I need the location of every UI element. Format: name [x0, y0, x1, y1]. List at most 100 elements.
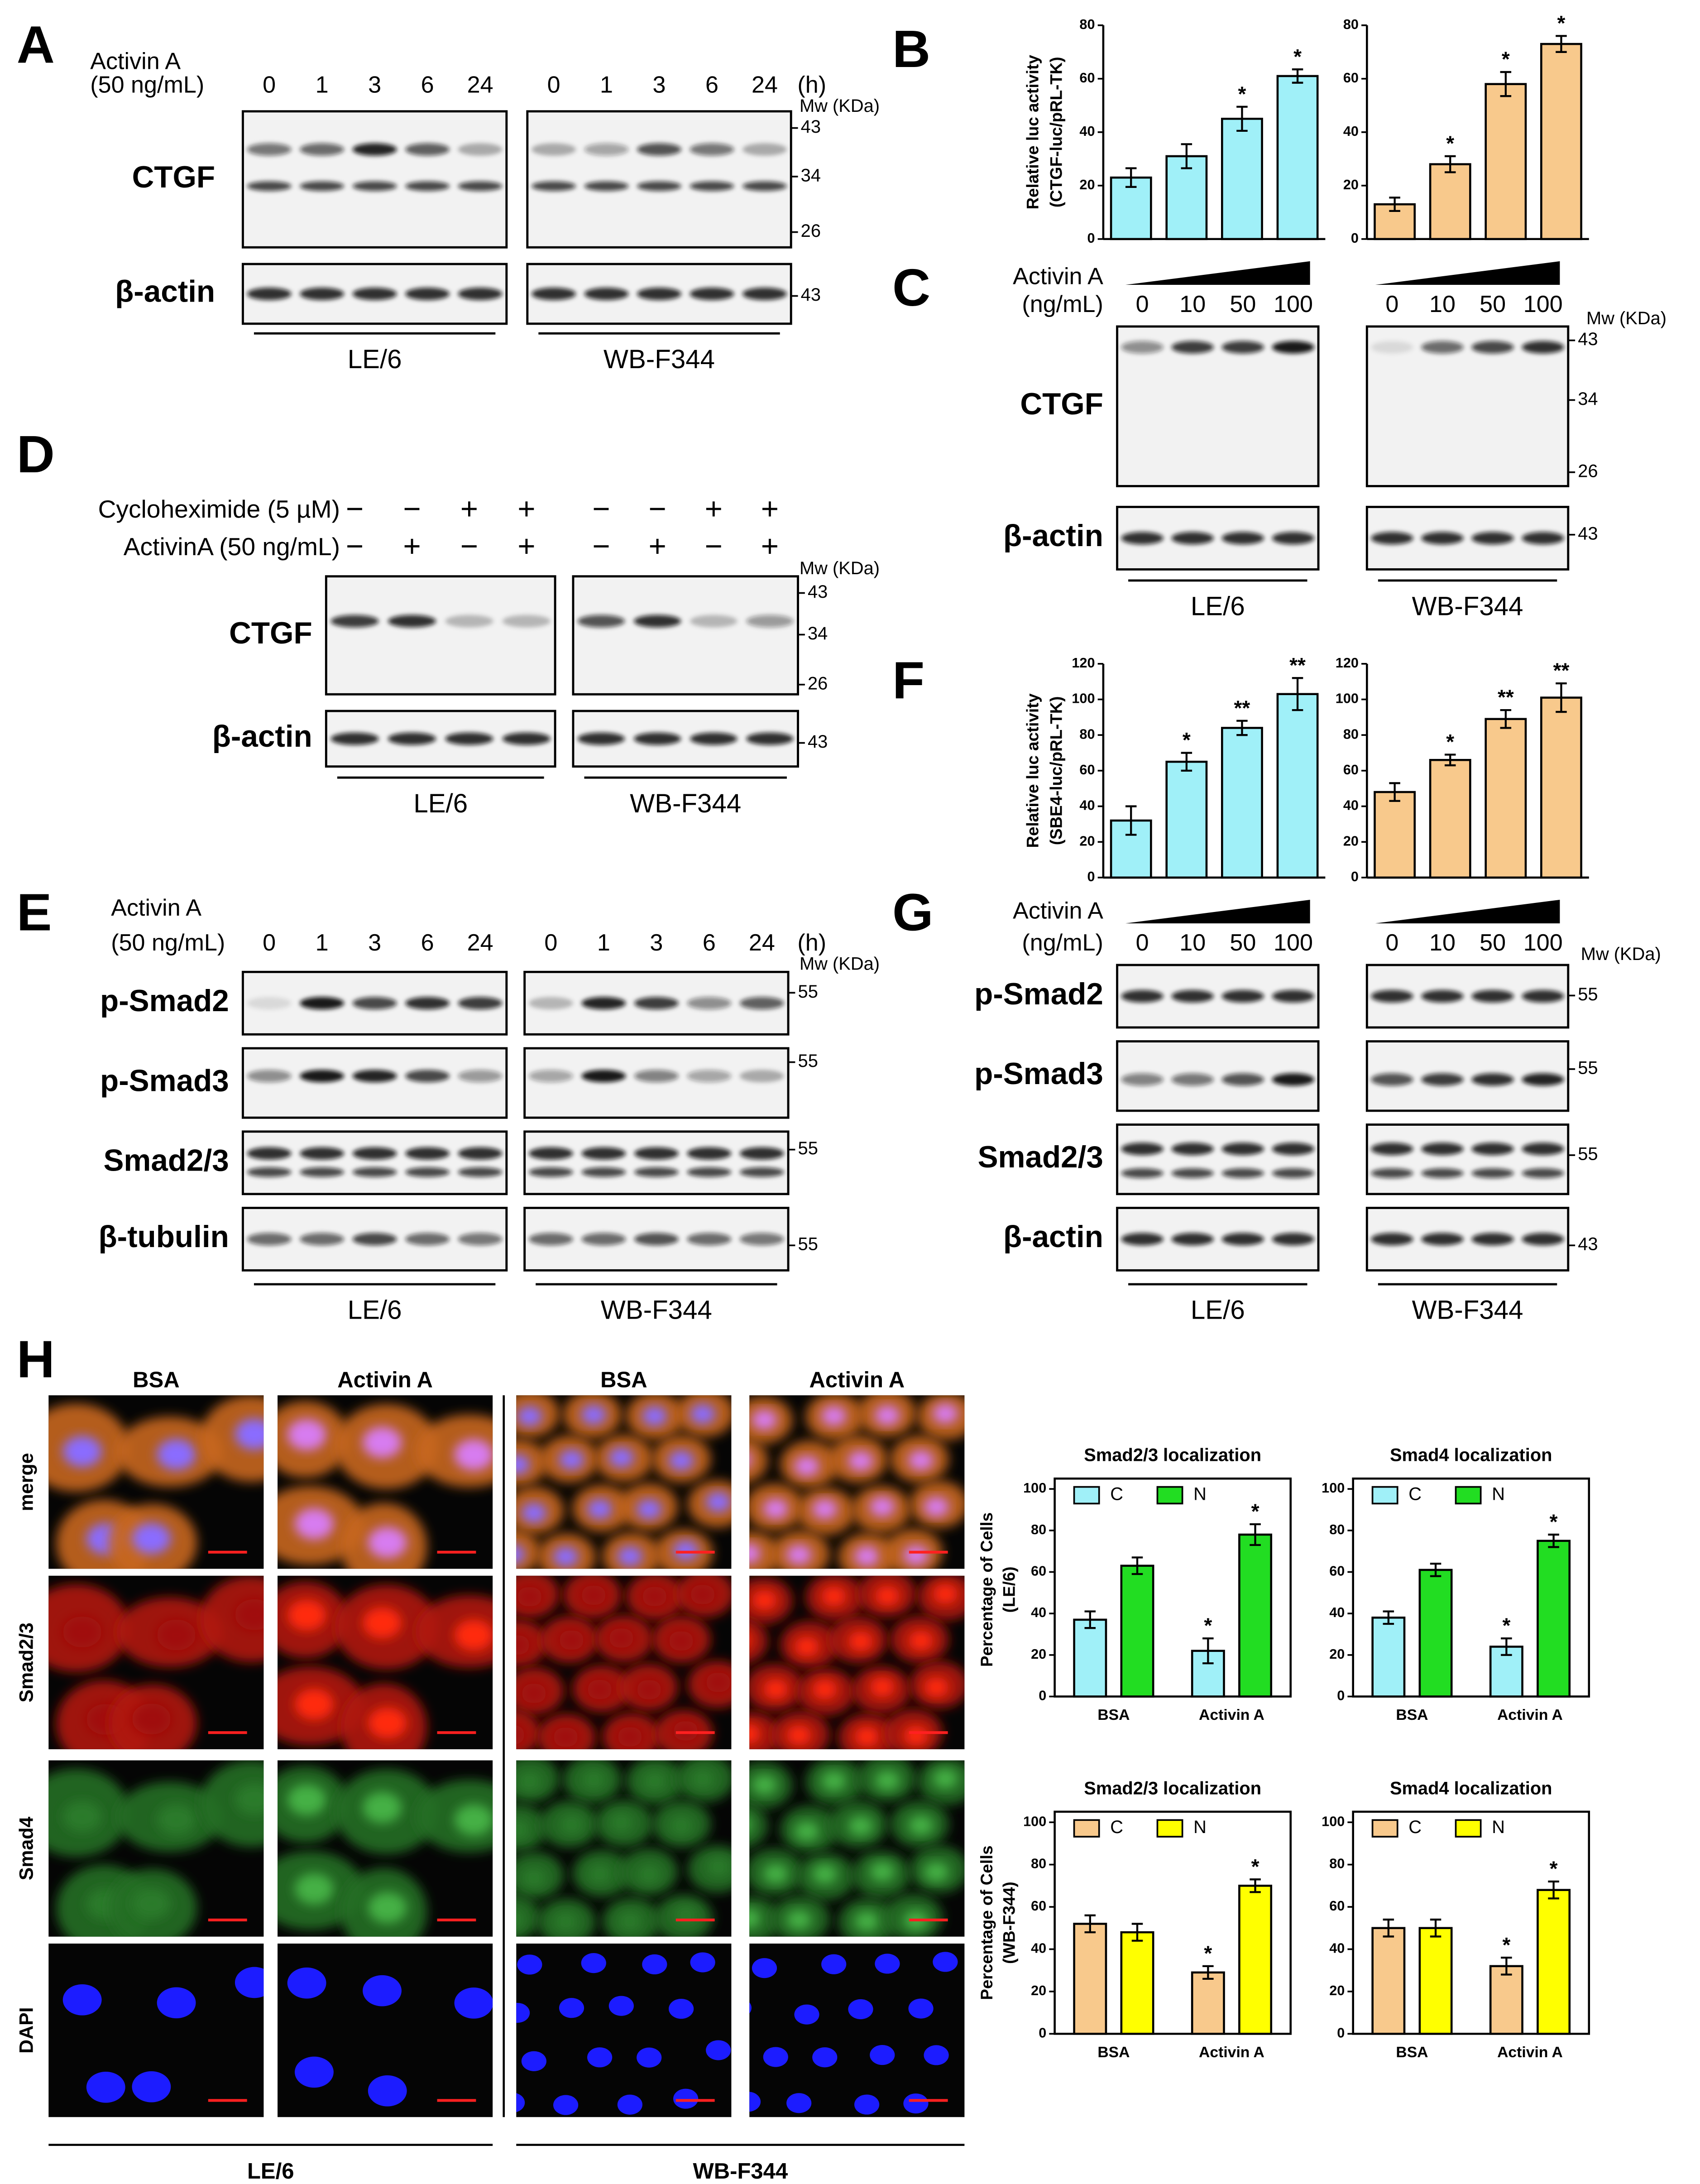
y-tick-label: 40	[1031, 1941, 1046, 1956]
blot-band	[502, 614, 551, 628]
bar	[1276, 693, 1319, 879]
cell-nucleus	[642, 1586, 667, 1607]
blot-frame	[523, 1047, 790, 1119]
group-label: LE/6	[247, 2159, 294, 2184]
lane-label: 6	[703, 930, 716, 956]
legend-swatch	[1455, 1486, 1482, 1505]
cell-nucleus	[908, 1631, 934, 1651]
blot-band	[577, 732, 625, 745]
error-bar	[1131, 1923, 1143, 1942]
cell-nucleus	[516, 1725, 525, 1744]
lane-label: 0	[1385, 930, 1398, 956]
cell-nucleus	[854, 1911, 880, 1932]
x-tick-label: BSA	[1097, 1706, 1130, 1723]
cell-nucleus	[363, 1427, 402, 1458]
row-label: Smad2/3	[16, 1622, 38, 1703]
y-tick-label: 20	[1079, 177, 1095, 192]
cell-nucleus	[157, 1619, 196, 1651]
chart-title: Smad2/3 localization	[1084, 1778, 1261, 1798]
cell-nucleus	[287, 1784, 326, 1815]
legend-label: N	[1193, 1817, 1207, 1837]
mw-label: 55	[798, 982, 818, 1002]
blot-label: p-Smad2	[100, 984, 229, 1018]
bar	[1165, 760, 1208, 879]
blot-frame	[526, 110, 792, 249]
significance-mark: *	[1238, 82, 1246, 106]
lane-label: 3	[650, 930, 663, 956]
y-tick-label: 60	[1343, 70, 1359, 86]
blot-band	[458, 181, 503, 191]
y-tick-label: 20	[1329, 1646, 1345, 1662]
cell-nucleus	[132, 1523, 171, 1554]
blot-band	[1171, 1168, 1214, 1178]
cell-nucleus	[516, 2093, 525, 2112]
condition-sign: −	[346, 492, 364, 526]
cell-nucleus	[924, 1497, 949, 1517]
cell-nucleus	[521, 1868, 546, 1888]
error-bar	[1548, 1533, 1559, 1548]
y-tick-label: 0	[1039, 2025, 1046, 2040]
lane-label: 1	[316, 930, 329, 956]
cell-body	[749, 1896, 780, 1937]
blot-band	[742, 143, 787, 156]
cell-nucleus	[587, 1864, 613, 1884]
bar	[1073, 1923, 1107, 2035]
y-axis-label: (CTGF-luc/pRL-TK)	[1047, 57, 1065, 207]
blot-band	[1221, 341, 1264, 354]
significance-mark: *	[1502, 1614, 1510, 1637]
cell-body	[516, 1619, 547, 1667]
cell-nucleus	[812, 1679, 838, 1700]
cell-nucleus	[516, 1910, 525, 1929]
error-bar	[1444, 155, 1456, 173]
lane-label: 10	[1429, 291, 1456, 317]
column-label: BSA	[133, 1368, 180, 1392]
blot-band	[352, 1167, 397, 1177]
blot-band	[1272, 341, 1315, 354]
blot-frame	[1365, 1123, 1570, 1195]
cell-nucleus	[642, 1406, 667, 1426]
y-tick-label: 80	[1343, 17, 1359, 32]
dose-ramp	[1125, 899, 1310, 924]
condition-sign: −	[346, 529, 364, 563]
blot-band	[1221, 990, 1264, 1003]
panel-letter: H	[17, 1330, 55, 1389]
panel-letter: B	[892, 19, 930, 78]
blot-frame	[572, 575, 800, 696]
significance-mark: *	[1204, 1614, 1212, 1637]
cell-nucleus	[812, 1864, 838, 1884]
cell-nucleus	[690, 1769, 715, 1789]
panel-letter: D	[17, 425, 55, 484]
blot-band	[634, 1233, 679, 1246]
micrograph-cells	[62, 1967, 264, 2103]
blot-band	[690, 288, 734, 300]
micrograph-cells	[48, 1395, 264, 1569]
bar	[1276, 75, 1319, 240]
error-bar	[1444, 754, 1456, 767]
blot-band	[529, 1167, 573, 1177]
blot-band	[687, 1167, 732, 1177]
error-bar	[1236, 720, 1248, 736]
cell-nucleus	[287, 1967, 326, 1999]
micrograph-cells	[516, 1952, 731, 2115]
error-bar	[1125, 805, 1137, 836]
blot-label: β-tubulin	[99, 1220, 229, 1254]
blot-band	[742, 288, 787, 300]
blot-band	[634, 1070, 679, 1083]
cell-body	[200, 1760, 264, 1847]
treatment-label: Activin A	[1013, 898, 1103, 924]
blot-band	[352, 143, 397, 156]
blot-band	[1272, 990, 1315, 1003]
y-tick-label: 40	[1079, 124, 1095, 139]
blot-band	[634, 997, 679, 1010]
blot-band	[458, 997, 503, 1010]
y-axis-label: (LE/6)	[1000, 1566, 1018, 1613]
micrograph-cells	[516, 1760, 732, 1937]
blot-band	[690, 614, 737, 628]
cell-nucleus	[706, 1492, 731, 1512]
cell-nucleus	[673, 2088, 699, 2109]
y-tick-label: 0	[1087, 869, 1095, 884]
error-bar	[1125, 167, 1137, 188]
blot-band	[1371, 990, 1413, 1003]
y-tick-label: 80	[1031, 1856, 1046, 1872]
blot-label: β-actin	[212, 720, 312, 754]
